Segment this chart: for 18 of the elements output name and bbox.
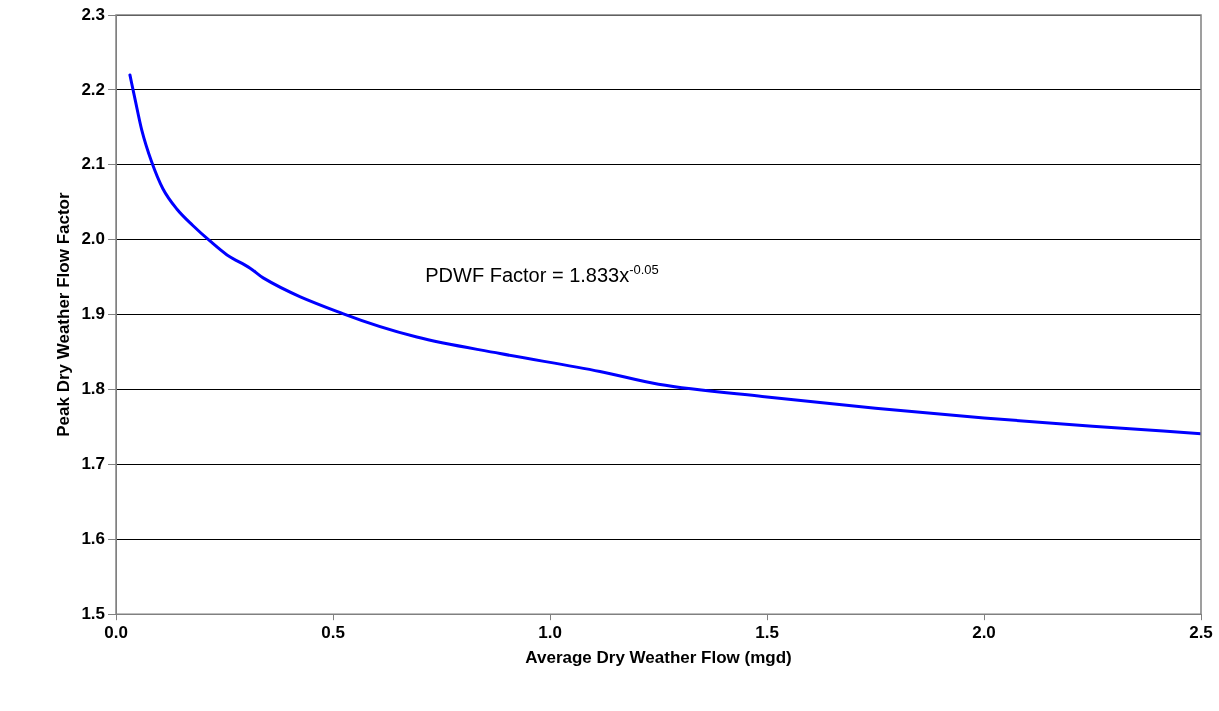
x-tick-label: 1.5	[755, 623, 779, 643]
y-tick-label: 1.9	[81, 304, 106, 324]
y-tick-label: 2.0	[81, 229, 106, 249]
x-tick-label: 1.0	[538, 623, 562, 643]
y-tick-label: 2.2	[81, 79, 106, 99]
x-tick-label: 0.5	[321, 623, 345, 643]
y-tick-label: 2.3	[81, 4, 106, 24]
y-tick-label: 1.5	[81, 603, 106, 623]
x-tick-label: 2.5	[1189, 623, 1213, 643]
x-axis-title: Average Dry Weather Flow (mgd)	[525, 648, 792, 668]
y-tick-label: 1.7	[81, 454, 106, 474]
line-series	[128, 73, 1201, 436]
x-tick-label: 2.0	[972, 623, 996, 643]
x-tick-label: 0.0	[104, 623, 128, 643]
y-axis-title: Peak Dry Weather Flow Factor	[53, 192, 73, 437]
y-tick-label: 1.8	[81, 379, 106, 399]
y-tick-label: 2.1	[81, 154, 106, 174]
y-tick-label: 1.6	[81, 528, 106, 548]
